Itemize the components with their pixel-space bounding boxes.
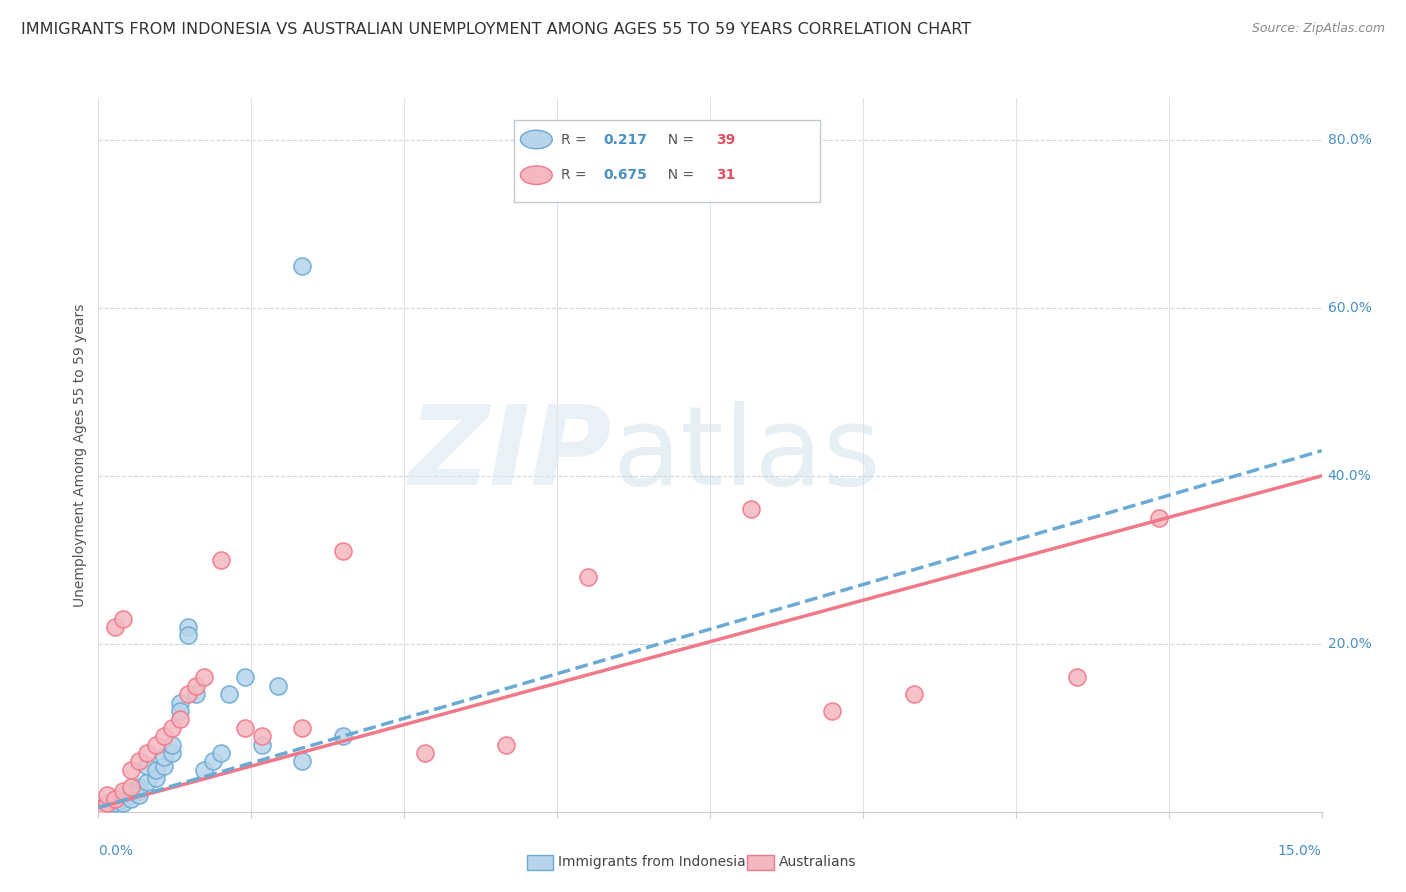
Point [332, 729, 354, 743]
Text: N =: N = [658, 133, 699, 146]
Point [136, 775, 159, 789]
Bar [526, 855, 554, 871]
Point [250, 729, 273, 743]
Point [413, 746, 436, 760]
Text: 40.0%: 40.0% [1327, 469, 1371, 483]
Point [96, 797, 118, 811]
Point [332, 544, 354, 558]
Text: atlas: atlas [612, 401, 880, 508]
Point [193, 670, 215, 684]
Text: 60.0%: 60.0% [1327, 301, 1372, 315]
Point [111, 797, 134, 811]
Text: 31: 31 [716, 169, 735, 182]
Point [152, 750, 174, 764]
Point [111, 612, 134, 626]
Text: 0.675: 0.675 [603, 169, 648, 182]
Point [111, 788, 134, 802]
Point [128, 783, 150, 797]
Point [233, 721, 256, 735]
Point [104, 792, 127, 806]
Text: 80.0%: 80.0% [1327, 133, 1372, 147]
Text: Australians: Australians [779, 855, 856, 870]
Point [291, 721, 314, 735]
Point [91, 800, 114, 814]
Point [233, 670, 256, 684]
Point [120, 780, 142, 794]
Point [128, 755, 150, 769]
Circle shape [520, 130, 553, 149]
Point [291, 259, 314, 273]
Point [128, 780, 150, 794]
Point [209, 553, 232, 567]
Point [100, 797, 122, 811]
Point [201, 755, 224, 769]
Point [96, 788, 118, 802]
Point [1147, 511, 1170, 525]
Text: 0.217: 0.217 [603, 133, 648, 146]
Point [160, 721, 183, 735]
Point [128, 788, 150, 802]
Point [495, 738, 517, 752]
Text: 20.0%: 20.0% [1327, 637, 1371, 651]
Text: R =: R = [561, 169, 591, 182]
Point [120, 783, 142, 797]
Text: R =: R = [561, 133, 591, 146]
Point [104, 800, 127, 814]
Point [186, 687, 208, 701]
Point [96, 800, 118, 814]
Text: N =: N = [658, 169, 699, 182]
Point [821, 704, 844, 718]
Point [111, 792, 134, 806]
Point [120, 788, 142, 802]
Point [136, 758, 159, 772]
FancyBboxPatch shape [515, 120, 820, 202]
Text: 0.0%: 0.0% [98, 844, 134, 858]
Point [193, 763, 215, 777]
Point [903, 687, 925, 701]
Point [267, 679, 290, 693]
Point [209, 746, 232, 760]
Point [169, 704, 191, 718]
Point [120, 763, 142, 777]
Text: 39: 39 [716, 133, 735, 146]
Point [104, 620, 127, 634]
Point [104, 797, 127, 811]
Y-axis label: Unemployment Among Ages 55 to 59 years: Unemployment Among Ages 55 to 59 years [73, 303, 87, 607]
Point [104, 792, 127, 806]
Point [91, 800, 114, 814]
Point [250, 738, 273, 752]
Point [218, 687, 240, 701]
Point [177, 687, 200, 701]
Point [111, 783, 134, 797]
Text: Immigrants from Indonesia: Immigrants from Indonesia [558, 855, 747, 870]
Point [120, 792, 142, 806]
Point [177, 620, 200, 634]
Text: 15.0%: 15.0% [1278, 844, 1322, 858]
Point [169, 712, 191, 726]
Text: ZIP: ZIP [409, 401, 612, 508]
Point [177, 628, 200, 642]
Point [740, 502, 762, 516]
Point [136, 746, 159, 760]
Point [96, 797, 118, 811]
Point [160, 738, 183, 752]
Point [1066, 670, 1088, 684]
Point [145, 763, 167, 777]
Point [152, 729, 174, 743]
Point [160, 746, 183, 760]
Point [169, 696, 191, 710]
Point [186, 679, 208, 693]
Text: Source: ZipAtlas.com: Source: ZipAtlas.com [1251, 22, 1385, 36]
Point [576, 569, 599, 583]
Text: IMMIGRANTS FROM INDONESIA VS AUSTRALIAN UNEMPLOYMENT AMONG AGES 55 TO 59 YEARS C: IMMIGRANTS FROM INDONESIA VS AUSTRALIAN … [21, 22, 972, 37]
Point [291, 755, 314, 769]
Point [145, 738, 167, 752]
Point [145, 771, 167, 785]
Bar [747, 855, 773, 871]
Point [152, 758, 174, 772]
Circle shape [520, 166, 553, 185]
